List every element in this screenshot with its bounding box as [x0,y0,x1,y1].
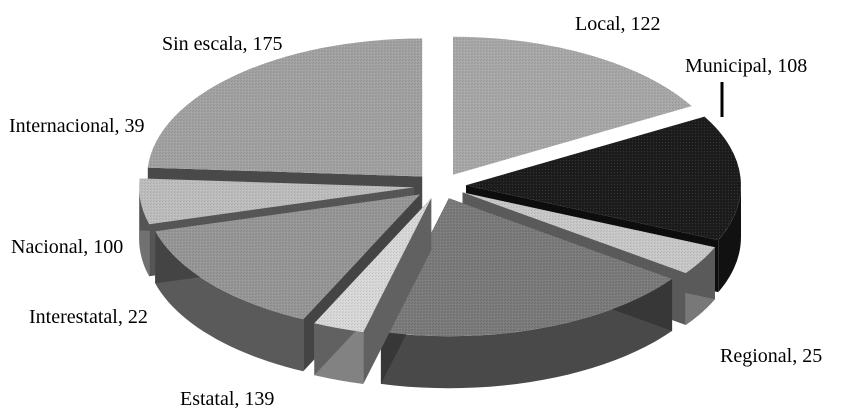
slice-texture-municipal [465,116,741,241]
slice-texture-estatal [380,198,673,337]
label-local: Local, 122 [575,13,661,35]
label-estatal: Estatal, 139 [180,388,274,410]
slice-nacional [155,194,421,372]
slice-wall-municipal [718,185,741,293]
slice-estatal [380,198,673,389]
label-nacional: Nacional, 100 [11,236,123,258]
slice-texture-nacional [155,194,421,320]
label-municipal: Municipal, 108 [685,55,807,77]
label-sin-escala: Sin escala, 175 [162,33,283,55]
pie-slices [139,36,741,389]
slice-local [453,36,692,175]
slice-wall-estatal [380,278,673,389]
slice-texture-local [453,36,692,175]
label-internacional: Internacional, 39 [9,115,145,137]
label-regional: Regional, 25 [720,345,822,367]
pie-labels: Local, 122 Municipal, 108 Regional, 25 E… [9,13,822,410]
slice-texture-interestatal [314,198,432,332]
slice-wall-nacional [155,231,304,372]
slice-interestatal [314,198,432,384]
label-interestatal: Interestatal, 22 [29,306,148,328]
slice-texture-internacional [139,178,415,225]
slice-texture-sin-escala [147,38,423,177]
slice-texture-regional [462,192,715,274]
